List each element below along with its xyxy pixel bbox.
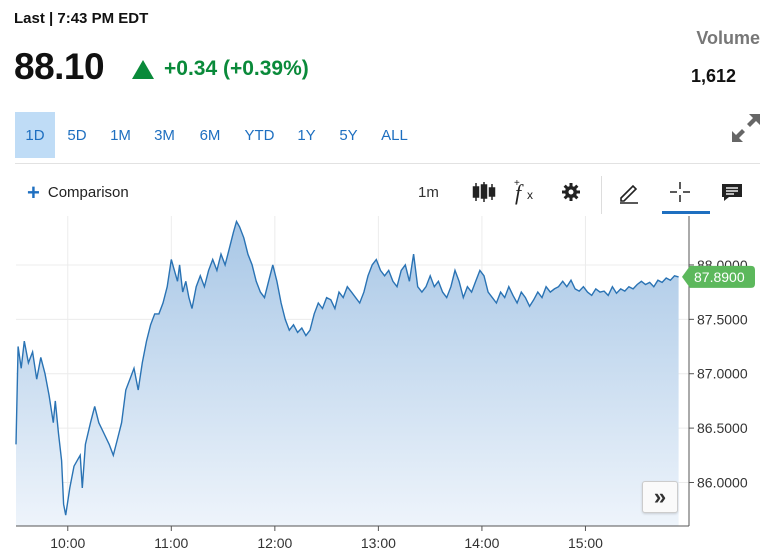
pencil-icon[interactable] [615,178,643,206]
price-area [16,221,679,526]
tab-3m[interactable]: 3M [154,126,175,144]
svg-text:x: x [527,188,533,202]
active-tool-indicator [662,211,710,214]
tab-1d[interactable]: 1D [15,112,55,158]
chart-toolbar: + Comparison 1m f x + [15,170,760,214]
tab-6m[interactable]: 6M [199,126,221,144]
candlestick-icon[interactable] [470,178,498,206]
x-tick-label: 11:00 [154,535,188,551]
last-price-tag-bg [682,265,755,288]
interval-selector[interactable]: 1m [418,184,439,201]
tab-5d[interactable]: 5D [67,126,87,144]
up-arrow-icon [132,59,154,79]
y-tick-label: 87.5000 [697,311,748,327]
svg-text:f: f [515,180,524,205]
svg-text:+: + [514,178,520,189]
double-chevron-right-icon: » [653,484,667,509]
last-price: 88.10 [14,46,105,87]
plus-icon: + [27,180,40,205]
tab-all[interactable]: ALL [381,126,408,144]
tab-ytd[interactable]: YTD [244,126,275,144]
x-tick-label: 10:00 [50,535,85,551]
volume-label: Volume [696,28,760,48]
x-tick-label: 13:00 [361,535,396,551]
y-tick-label: 86.0000 [697,474,748,490]
price-line [15,219,679,516]
tab-1m[interactable]: 1M [110,126,131,144]
change-value: +0.34 (+0.39%) [164,57,309,80]
x-tick-labels: 10:00 11:00 12:00 13:00 14:00 15:00 [50,526,603,551]
comment-icon[interactable] [718,178,746,206]
expand-icon[interactable] [730,112,762,144]
toolbar-divider [601,176,602,214]
range-tabs: 1D 5D 1M 3M 6M YTD 1Y 5Y ALL [15,112,419,158]
tab-1y[interactable]: 1Y [297,126,316,144]
y-tick-label: 86.5000 [697,420,748,436]
y-tick-label: 87.0000 [697,366,748,382]
last-update-label: Last | 7:43 PM EDT [14,10,149,27]
comparison-label: Comparison [47,184,129,201]
price-chart[interactable]: 10:00 11:00 12:00 13:00 14:00 15:00 88.000087… [0,216,764,551]
x-tick-label: 14:00 [464,535,499,551]
crosshair-icon[interactable] [666,178,694,206]
last-price-tag-label: 87.8900 [694,269,745,285]
x-tick-label: 12:00 [257,535,292,551]
price-change: +0.34 (+0.39%) [132,57,309,81]
volume-value: 1,612 [690,66,736,86]
function-icon[interactable]: f x + [513,178,541,206]
comparison-button[interactable]: + Comparison [27,180,129,205]
tab-5y[interactable]: 5Y [339,126,358,144]
last-price-tag: 87.8900 [682,265,755,288]
x-tick-label: 15:00 [568,535,603,551]
scroll-to-latest-button[interactable]: » [642,481,678,513]
gear-icon[interactable] [557,178,585,206]
divider [15,163,760,164]
